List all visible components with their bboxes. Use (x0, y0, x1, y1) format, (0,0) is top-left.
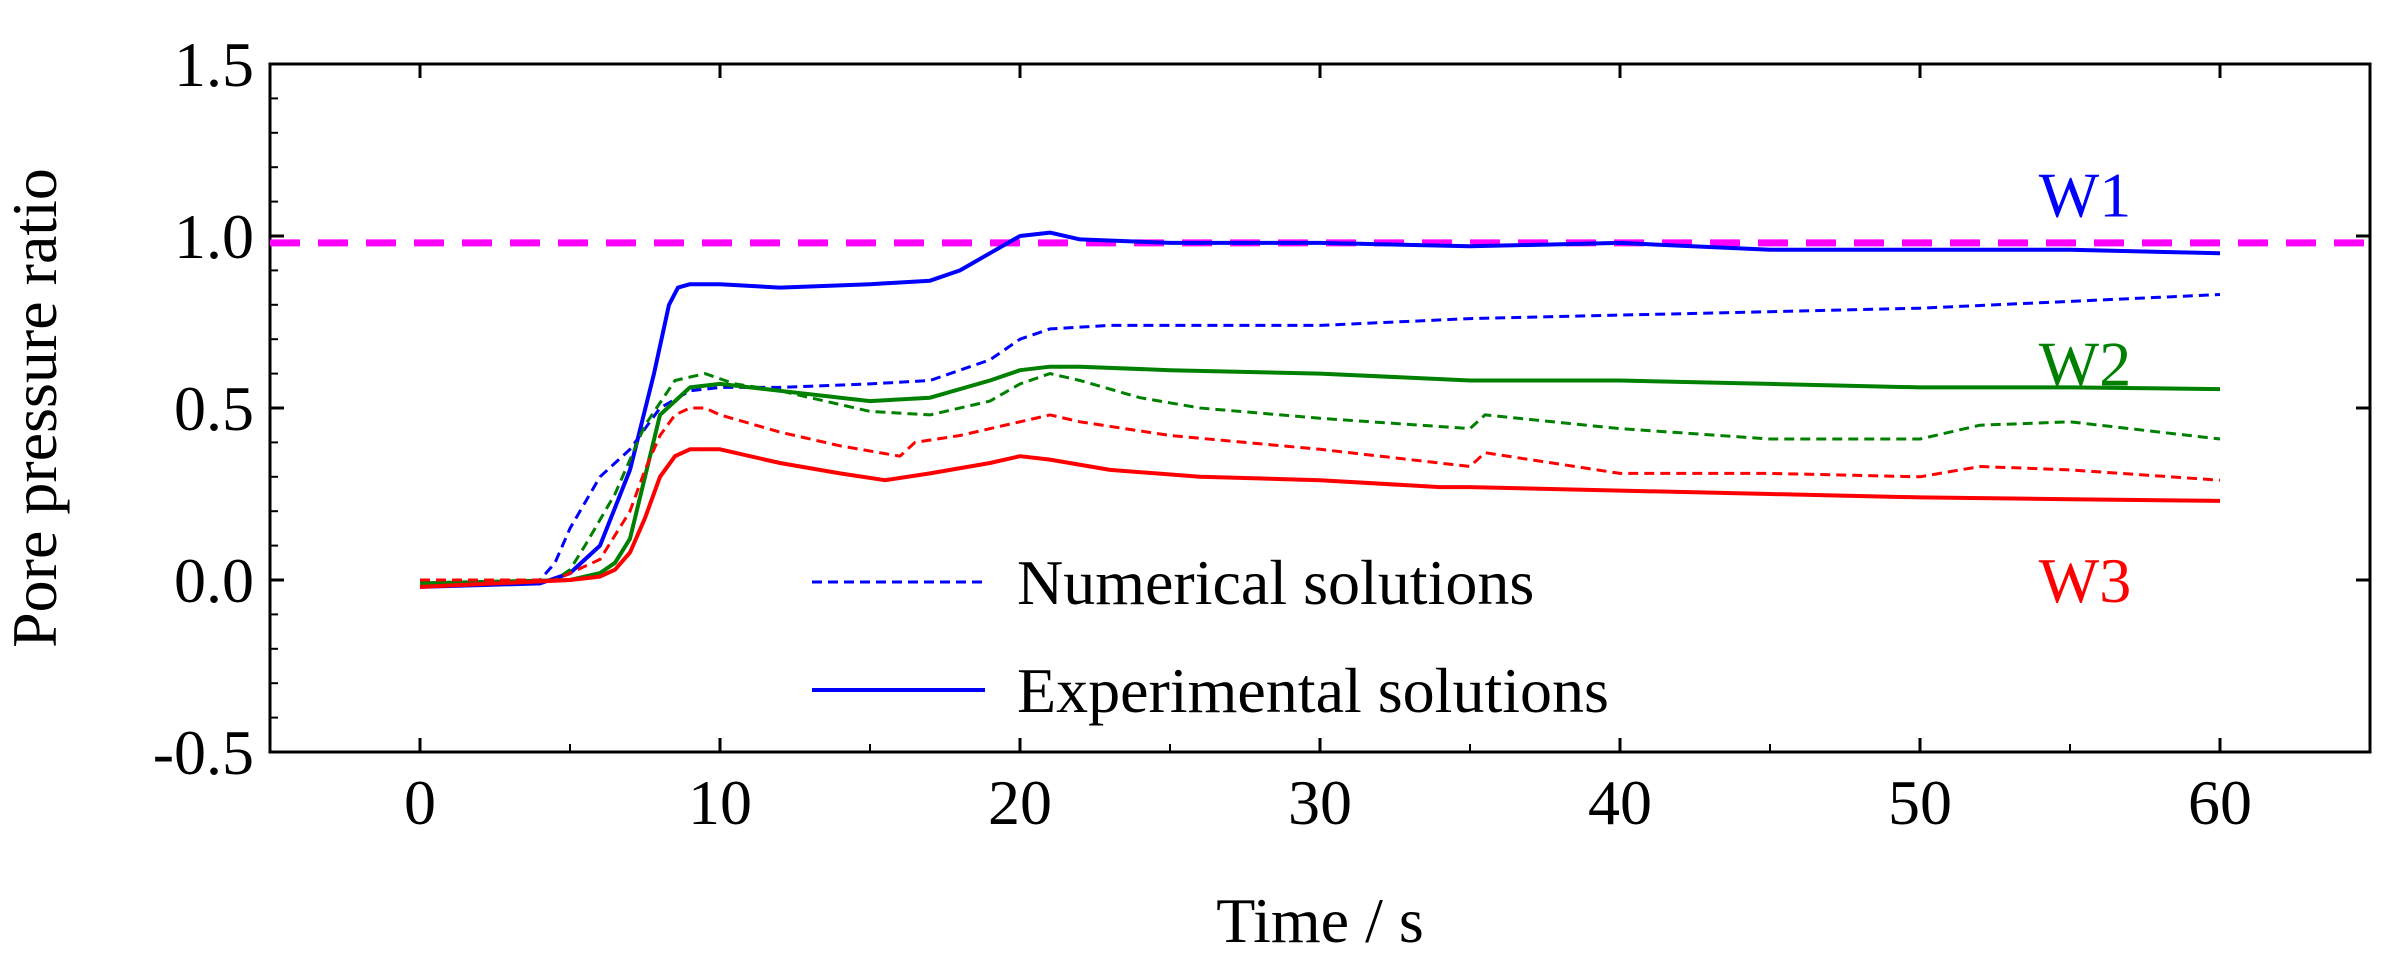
series-line-w1-numerical (419, 293, 2221, 589)
x-tick-label: 30 (1288, 767, 1352, 838)
series-line-w2-experimental (419, 364, 2221, 586)
legend-experimental-label: Experimental solutions (1017, 655, 1609, 726)
legend-numerical-label: Numerical solutions (1017, 547, 1534, 618)
x-axis-title: Time / s (1216, 885, 1424, 956)
legend: Numerical solutions Experimental solutio… (812, 547, 1609, 726)
y-tick-label: 1.0 (174, 201, 254, 272)
series-line-w3-experimental (419, 447, 2221, 589)
x-tick-label: 20 (988, 767, 1052, 838)
x-tick-label: 0 (404, 767, 436, 838)
series-label-w2: W2 (2039, 328, 2131, 399)
y-tick-label: 0.5 (174, 373, 254, 444)
y-tick-label: 0.0 (174, 545, 254, 616)
series-line-w3-numerical (420, 406, 2221, 582)
y-tick-label: -0.5 (153, 717, 254, 788)
series-line-w1-experimental (419, 230, 2221, 589)
y-axis-title: Pore pressure ratio (0, 168, 70, 648)
y-tick-label: 1.5 (174, 29, 254, 100)
series-line-w2-numerical (420, 372, 2221, 582)
series-label-w1: W1 (2039, 160, 2131, 231)
series-label-w3: W3 (2039, 545, 2131, 616)
x-tick-label: 10 (688, 767, 752, 838)
x-tick-label: 60 (2188, 767, 2252, 838)
x-tick-label: 40 (1588, 767, 1652, 838)
x-tick-label: 50 (1888, 767, 1952, 838)
